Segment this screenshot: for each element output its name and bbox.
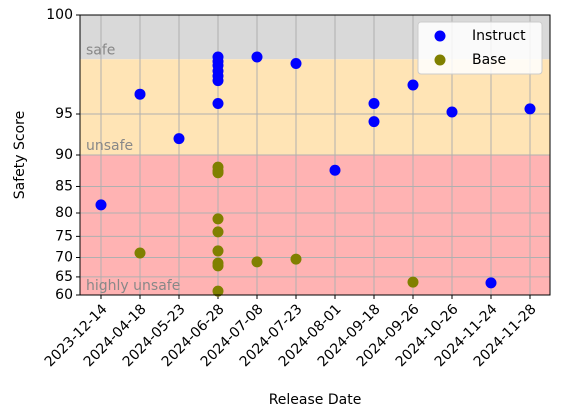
y-tick-label: 100: [46, 7, 73, 23]
point: [251, 51, 263, 63]
band: [80, 59, 550, 155]
point: [95, 199, 107, 211]
point: [485, 277, 497, 289]
point: [368, 98, 380, 110]
legend-box: [417, 21, 543, 75]
point: [212, 75, 224, 87]
point: [134, 88, 146, 100]
legend-label: Instruct: [472, 28, 526, 44]
legend-marker: [434, 30, 446, 42]
y-tick-label: 95: [55, 106, 73, 122]
y-tick-label: 75: [55, 228, 73, 244]
y-tick-label: 65: [55, 269, 73, 285]
y-axis-label: Safety Score: [12, 111, 28, 199]
point: [407, 79, 419, 91]
y-tick-label: 90: [55, 147, 73, 163]
plot-frame: [79, 14, 551, 296]
point: [329, 164, 341, 176]
legend-label: Base: [472, 52, 506, 68]
point: [212, 167, 224, 179]
band-label: unsafe: [86, 138, 133, 154]
point: [212, 245, 224, 257]
y-tick-label: 60: [55, 287, 73, 303]
band-label: safe: [86, 42, 115, 58]
point: [173, 133, 185, 145]
y-tick-label: 70: [55, 249, 73, 265]
band-label: highly unsafe: [86, 278, 180, 294]
point: [524, 103, 536, 115]
point: [251, 256, 263, 268]
x-axis-label: Release Date: [269, 392, 362, 408]
point: [368, 116, 380, 128]
point: [212, 285, 224, 297]
point: [212, 98, 224, 110]
point: [212, 226, 224, 238]
y-tick-label: 80: [55, 205, 73, 221]
point: [134, 247, 146, 259]
point: [212, 260, 224, 272]
point: [407, 276, 419, 288]
band: [80, 155, 550, 295]
point: [290, 57, 302, 69]
y-tick-label: 85: [55, 178, 73, 194]
point: [212, 213, 224, 225]
point: [446, 106, 458, 118]
legend-marker: [434, 54, 446, 66]
point: [290, 253, 302, 265]
